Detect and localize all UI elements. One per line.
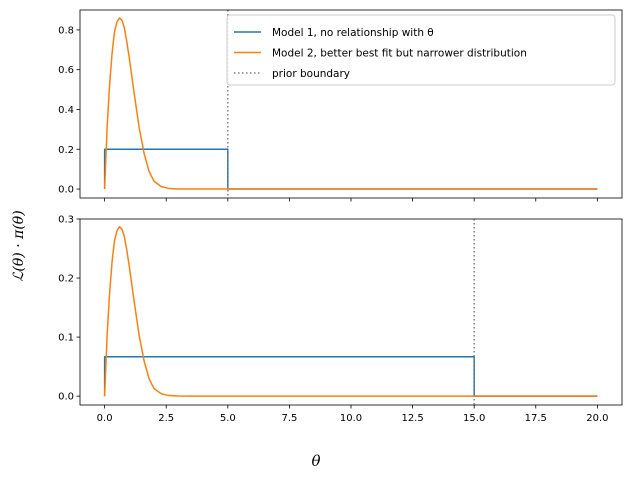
series-line-model-2	[103, 225, 598, 397]
legend-label: Model 1, no relationship with θ	[272, 27, 434, 39]
legend-label: prior boundary	[272, 68, 350, 80]
x-tick-label: 0.0	[97, 413, 113, 424]
panels: 0.0 0.2 0.4 0.6 0.8 Model 1, no relationship …	[58, 9, 623, 424]
x-tick-label: 2.5	[158, 413, 174, 424]
y-tick-label: 0.1	[58, 333, 74, 344]
legend-box	[226, 14, 616, 86]
x-tick-label: 10.0	[340, 413, 362, 424]
x-tick-label: 5.0	[220, 413, 236, 424]
y-tick-label: 0.2	[58, 274, 74, 285]
x-tick-label: 7.5	[281, 413, 297, 424]
y-tick-label: 0.8	[58, 25, 74, 36]
x-tick-label: 15.0	[463, 413, 485, 424]
x-tick-label: 17.5	[525, 413, 547, 424]
legend: Model 1, no relationship with θ Model 2, …	[226, 14, 616, 86]
series-line-model-2	[103, 17, 598, 190]
y-tick-label: 0.3	[58, 215, 74, 226]
y-tick-label: 0.0	[58, 392, 74, 403]
x-tick-label: 12.5	[401, 413, 423, 424]
y-tick-label: 0.2	[58, 145, 74, 156]
y-axis-title: ℒ(θ) · π(θ)	[11, 210, 27, 281]
x-axis-title: θ	[311, 452, 320, 470]
legend-label: Model 2, better best fit but narrower di…	[272, 48, 527, 60]
y-tick-label: 0.0	[58, 185, 74, 196]
panel-1: 0.0 0.2 0.4 0.6 0.8 Model 1, no relationship …	[58, 9, 623, 202]
x-tick-label: 20.0	[586, 413, 608, 424]
y-tick-label: 0.4	[58, 105, 74, 116]
y-tick-label: 0.6	[58, 65, 74, 76]
panel-2: 0.0 0.1 0.2 0.3 0.0 2.5 5.0 7.5 10.0 12.5 15.0 17.5…	[58, 215, 623, 424]
